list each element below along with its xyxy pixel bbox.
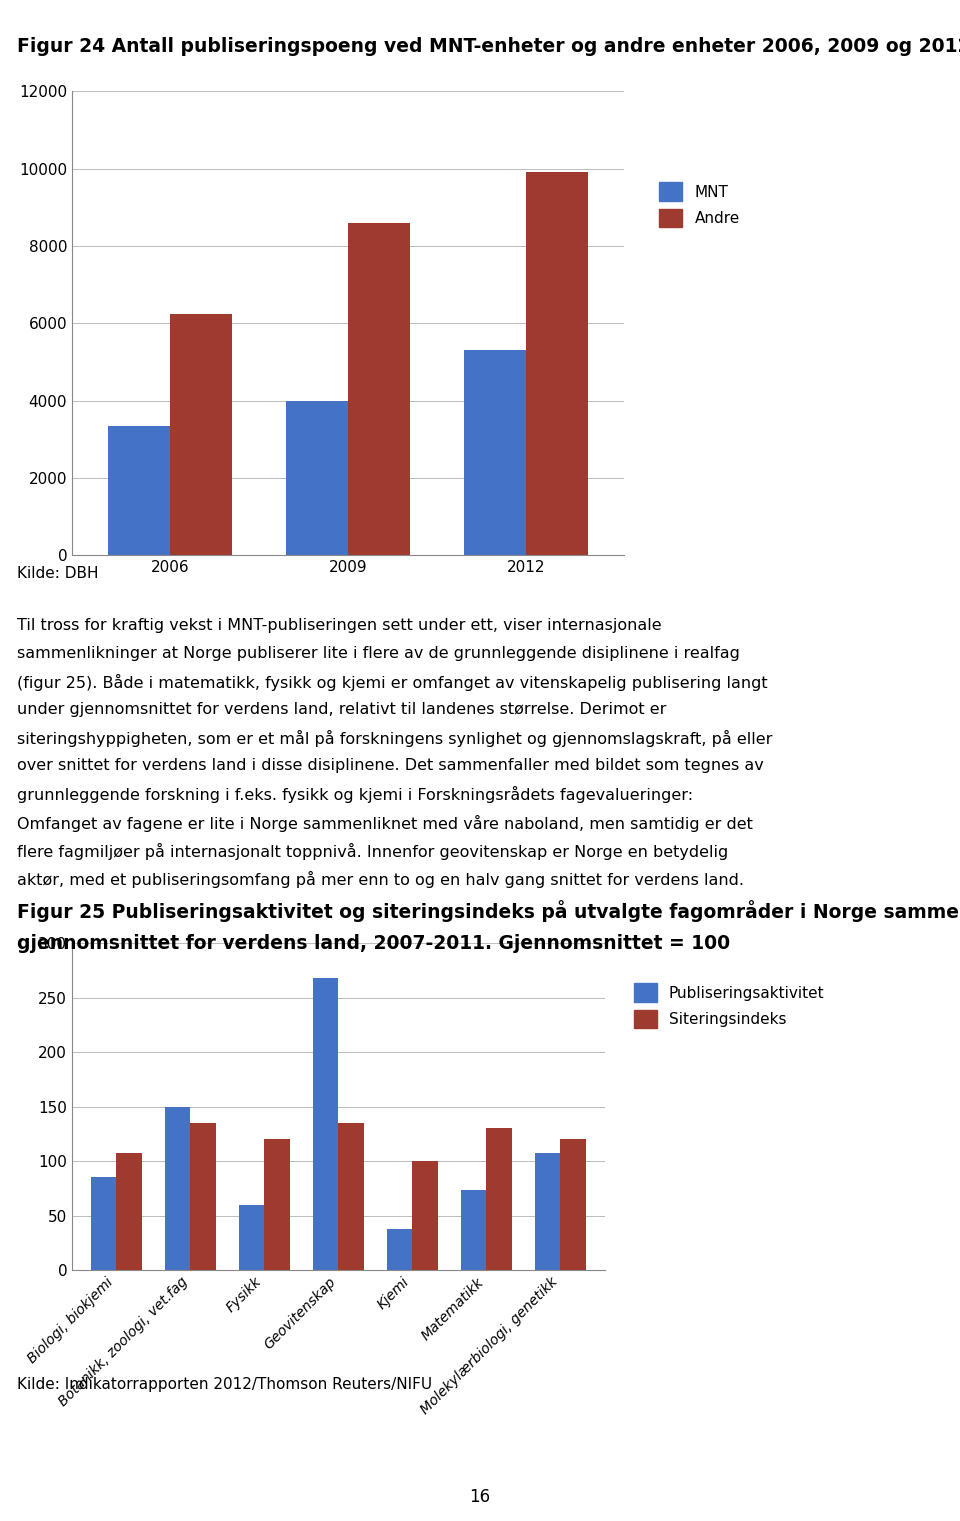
Legend: Publiseringsaktivitet, Siteringsindeks: Publiseringsaktivitet, Siteringsindeks bbox=[634, 984, 825, 1028]
Bar bbox=[90, 1177, 116, 1270]
Bar bbox=[170, 313, 232, 555]
Legend: MNT, Andre: MNT, Andre bbox=[660, 183, 739, 227]
Bar bbox=[464, 350, 526, 555]
Bar bbox=[164, 1107, 190, 1270]
Text: Figur 24 Antall publiseringspoeng ved MNT-enheter og andre enheter 2006, 2009 og: Figur 24 Antall publiseringspoeng ved MN… bbox=[17, 37, 960, 55]
Bar bbox=[387, 1229, 413, 1270]
Text: Til tross for kraftig vekst i MNT-publiseringen sett under ett, viser internasjo: Til tross for kraftig vekst i MNT-publis… bbox=[17, 618, 661, 633]
Bar bbox=[535, 1153, 561, 1270]
Text: gjennomsnittet for verdens land, 2007-2011. Gjennomsnittet = 100: gjennomsnittet for verdens land, 2007-20… bbox=[17, 934, 731, 952]
Text: over snittet for verdens land i disse disiplinene. Det sammenfaller med bildet s: over snittet for verdens land i disse di… bbox=[17, 759, 764, 773]
Text: sammenlikninger at Norge publiserer lite i flere av de grunnleggende disiplinene: sammenlikninger at Norge publiserer lite… bbox=[17, 645, 740, 660]
Bar bbox=[348, 222, 410, 555]
Text: aktør, med et publiseringsomfang på mer enn to og en halv gang snittet for verde: aktør, med et publiseringsomfang på mer … bbox=[17, 870, 744, 888]
Bar bbox=[526, 172, 588, 555]
Text: Kilde: Indikatorrapporten 2012/Thomson Reuters/NIFU: Kilde: Indikatorrapporten 2012/Thomson R… bbox=[17, 1377, 432, 1392]
Text: flere fagmiljøer på internasjonalt toppnivå. Innenfor geovitenskap er Norge en b: flere fagmiljøer på internasjonalt toppn… bbox=[17, 843, 729, 859]
Bar bbox=[116, 1153, 142, 1270]
Text: Kilde: DBH: Kilde: DBH bbox=[17, 566, 99, 581]
Bar bbox=[238, 1205, 264, 1270]
Bar bbox=[108, 426, 170, 555]
Bar bbox=[313, 978, 338, 1270]
Text: under gjennomsnittet for verdens land, relativt til landenes størrelse. Derimot : under gjennomsnittet for verdens land, r… bbox=[17, 703, 666, 716]
Bar bbox=[413, 1161, 439, 1270]
Bar bbox=[286, 400, 348, 555]
Text: (figur 25). Både i matematikk, fysikk og kjemi er omfanget av vitenskapelig publ: (figur 25). Både i matematikk, fysikk og… bbox=[17, 674, 768, 691]
Bar bbox=[338, 1122, 364, 1270]
Text: 16: 16 bbox=[469, 1488, 491, 1506]
Text: grunnleggende forskning i f.eks. fysikk og kjemi i Forskningsrådets fagevaluerin: grunnleggende forskning i f.eks. fysikk … bbox=[17, 786, 693, 803]
Bar bbox=[264, 1139, 290, 1270]
Bar bbox=[487, 1129, 513, 1270]
Bar bbox=[461, 1191, 487, 1270]
Text: Omfanget av fagene er lite i Norge sammenliknet med våre naboland, men samtidig : Omfanget av fagene er lite i Norge samme… bbox=[17, 815, 754, 832]
Text: Figur 25 Publiseringsaktivitet og siteringsindeks på utvalgte fagområder i Norge: Figur 25 Publiseringsaktivitet og siteri… bbox=[17, 900, 960, 922]
Bar bbox=[190, 1122, 216, 1270]
Text: siteringshyppigheten, som er et mål på forskningens synlighet og gjennomslagskra: siteringshyppigheten, som er et mål på f… bbox=[17, 730, 773, 747]
Bar bbox=[561, 1139, 587, 1270]
